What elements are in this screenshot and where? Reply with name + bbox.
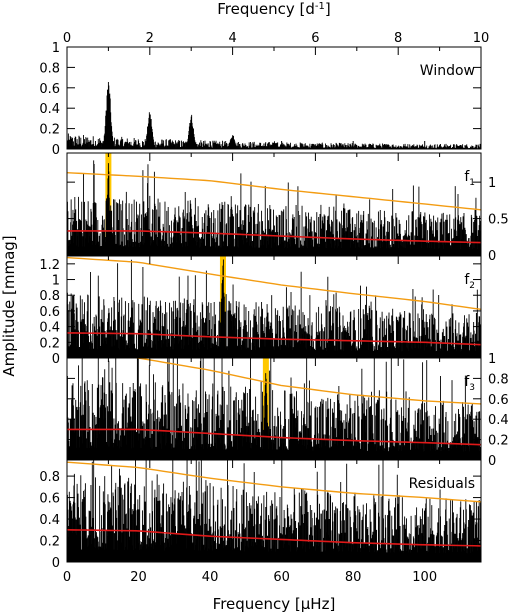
- y-tick-label: 0.6: [39, 82, 60, 97]
- y-tick-label: 0.8: [488, 372, 509, 387]
- y-tick-label: 0.8: [39, 289, 60, 304]
- bottom-tick-label: 0: [63, 570, 71, 585]
- periodogram-trace: [67, 160, 481, 255]
- y-tick-label: 0.6: [39, 492, 60, 507]
- y-tick-label: 1.2: [39, 258, 60, 273]
- top-tick-label: 8: [394, 31, 402, 46]
- periodogram-trace: [67, 259, 481, 358]
- y-tick-label: 0: [488, 249, 496, 264]
- bottom-tick-label: 20: [130, 570, 147, 585]
- y-tick-label: 0: [488, 454, 496, 469]
- noise-curve: [67, 230, 481, 244]
- threshold-curve: [67, 256, 481, 311]
- top-tick-label: 2: [146, 31, 154, 46]
- panel-2: 0 0.5 1 f1: [66, 152, 509, 264]
- top-axis-title: Frequency [d-1]: [217, 0, 330, 18]
- bottom-tick-label: 80: [345, 570, 362, 585]
- y-tick-label: 0.8: [39, 61, 60, 76]
- y-tick-label: 0.5: [488, 213, 509, 228]
- top-tick-label: 4: [228, 31, 236, 46]
- bottom-tick-label: 100: [412, 570, 437, 585]
- y-tick-label: 0: [52, 352, 60, 367]
- panel-3: 00.20.40.60.811.2 f2: [39, 255, 482, 367]
- top-axis-ticks: 0 2 4 6 8 10: [63, 31, 489, 46]
- panel-label: f1: [464, 169, 475, 188]
- top-tick-label: 10: [473, 31, 490, 46]
- panel-4: 0 0.2 0.4 0.6 0.8 1 f3: [66, 352, 509, 469]
- noise-curve: [67, 428, 481, 446]
- bottom-axis-ticks: 0 20 40 60 80 100: [63, 570, 437, 585]
- panel-1: 0 0.2 0.4 0.6 0.8 1 Window: [39, 41, 482, 158]
- y-tick-label: 0.4: [488, 413, 509, 428]
- panel-label: Window: [420, 63, 475, 79]
- periodogram-trace: [67, 82, 481, 149]
- y-tick-label: 0.4: [39, 513, 60, 528]
- periodogram-trace: [67, 460, 481, 562]
- periodogram-trace: [67, 358, 481, 460]
- panels: 00.20.40.60.81Window00.51f100.20.40.60.8…: [39, 41, 508, 571]
- noise-curve: [67, 332, 481, 346]
- top-tick-label: 0: [63, 31, 71, 46]
- y-tick-label: 0: [52, 143, 60, 158]
- y-tick-label: 0.2: [488, 434, 509, 449]
- bottom-tick-label: 60: [273, 570, 290, 585]
- top-tick-label: 6: [311, 31, 319, 46]
- y-tick-label: 0.4: [39, 321, 60, 336]
- panel-label: Residuals: [409, 476, 475, 492]
- y-tick-label: 1: [488, 352, 496, 367]
- y-tick-label: 0: [52, 556, 60, 571]
- y-tick-label: 1: [52, 274, 60, 289]
- bottom-axis-title: Frequency [μHz]: [213, 595, 336, 613]
- y-tick-label: 0.2: [39, 535, 60, 550]
- y-tick-label: 0.6: [488, 393, 509, 408]
- noise-curve: [67, 528, 481, 547]
- bottom-tick-label: 40: [202, 570, 219, 585]
- y-tick-label: 0.6: [39, 305, 60, 320]
- threshold-curve: [67, 461, 481, 503]
- y-tick-label: 0.8: [39, 470, 60, 485]
- panel-label: f3: [464, 374, 475, 393]
- panel-label: f2: [464, 272, 475, 291]
- y-tick-label: 1: [52, 41, 60, 56]
- y-tick-label: 0.4: [39, 102, 60, 117]
- y-tick-label: 1: [488, 176, 496, 191]
- panel-5: 0 0.2 0.4 0.6 0.8 Residuals: [39, 459, 482, 571]
- y-tick-label: 0.2: [39, 123, 60, 138]
- threshold-curve: [133, 358, 481, 405]
- y-axis-title: Amplitude [mmag]: [0, 235, 18, 376]
- y-tick-label: 0.2: [39, 336, 60, 351]
- threshold-curve: [67, 171, 481, 211]
